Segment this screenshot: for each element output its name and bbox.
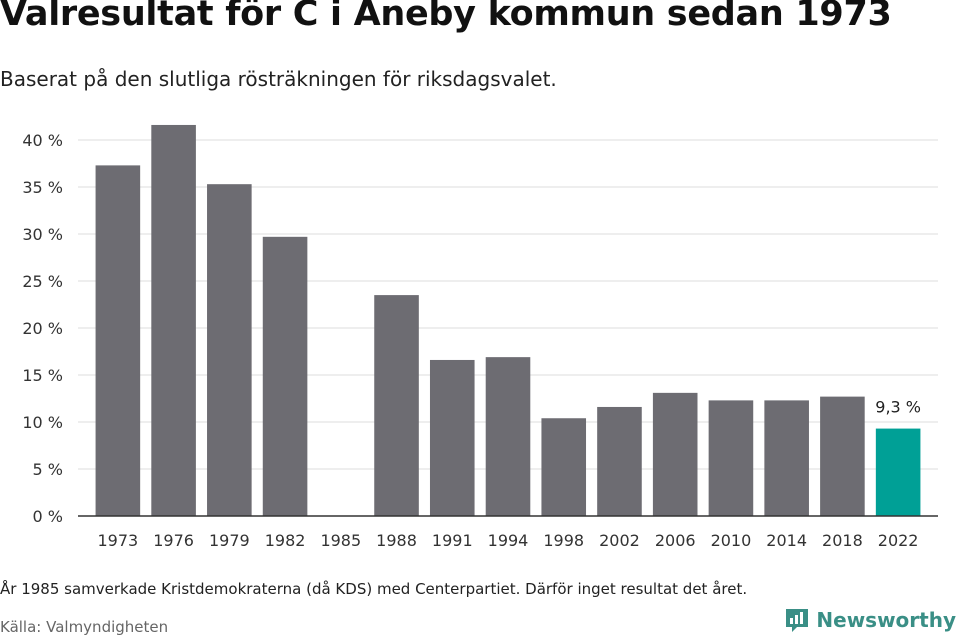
chart-title: Valresultat för C i Aneby kommun sedan 1… xyxy=(0,0,892,34)
x-tick-label: 2002 xyxy=(599,531,640,550)
x-tick-label: 1994 xyxy=(488,531,529,550)
y-tick-label: 15 % xyxy=(22,366,63,385)
x-tick-label: 1988 xyxy=(376,531,417,550)
x-tick-label: 2018 xyxy=(822,531,863,550)
x-tick-label: 2006 xyxy=(655,531,696,550)
y-tick-label: 35 % xyxy=(22,178,63,197)
x-tick-label: 2022 xyxy=(878,531,919,550)
brand-name: Newsworthy xyxy=(816,608,956,632)
y-tick-label: 0 % xyxy=(33,507,63,526)
y-tick-label: 5 % xyxy=(33,460,63,479)
bars xyxy=(95,124,921,517)
bar-1988 xyxy=(374,295,419,516)
bar-2002 xyxy=(597,406,642,516)
footnote: År 1985 samverkade Kristdemokraterna (då… xyxy=(0,580,748,598)
bar-2006 xyxy=(652,392,698,516)
bar-1976 xyxy=(151,124,196,517)
x-tick-label: 1985 xyxy=(320,531,361,550)
bar-1982 xyxy=(262,236,308,516)
bar-2014 xyxy=(764,400,809,516)
x-tick-label: 1991 xyxy=(432,531,473,550)
x-tick-label: 2010 xyxy=(711,531,752,550)
brand-logo: Newsworthy xyxy=(784,607,956,633)
x-tick-label: 1982 xyxy=(265,531,306,550)
y-tick-label: 30 % xyxy=(22,225,63,244)
data-label: 9,3 % xyxy=(875,398,921,417)
y-tick-label: 10 % xyxy=(22,413,63,432)
bar-1998 xyxy=(541,418,587,516)
chart-subtitle: Baserat på den slutliga rösträkningen fö… xyxy=(0,67,557,91)
x-tick-label: 1979 xyxy=(209,531,250,550)
x-tick-label: 2014 xyxy=(766,531,807,550)
y-tick-label: 40 % xyxy=(22,131,63,150)
x-tick-label: 1973 xyxy=(98,531,139,550)
bar-2018 xyxy=(820,396,865,516)
bar-1979 xyxy=(207,184,252,516)
x-tick-label: 1976 xyxy=(153,531,194,550)
bar-1973 xyxy=(95,165,141,516)
y-tick-label: 20 % xyxy=(22,319,63,338)
x-axis-ticks: 1973 1976 1979 1982 1985 1988 1991 1994 1998 2002… xyxy=(98,531,919,550)
y-tick-label: 25 % xyxy=(22,272,63,291)
bar-1994 xyxy=(485,357,531,516)
bar-2010 xyxy=(708,400,754,516)
x-tick-label: 1998 xyxy=(543,531,584,550)
bar-1991 xyxy=(429,359,475,516)
newsworthy-chart-icon xyxy=(786,609,809,632)
y-axis-ticks: 0 % 5 % 10 % 15 % 20 % 25 % 30 % 35 % 40 % xyxy=(22,131,63,526)
data-labels: 9,3 % xyxy=(875,398,921,417)
bar-2022 xyxy=(875,428,921,516)
source-text: Källa: Valmyndigheten xyxy=(0,618,169,636)
